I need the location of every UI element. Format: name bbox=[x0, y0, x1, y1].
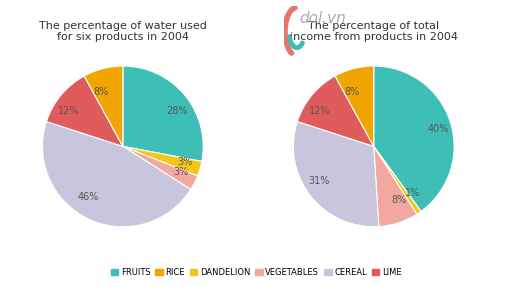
Text: 1%: 1% bbox=[406, 188, 421, 198]
Wedge shape bbox=[123, 146, 198, 189]
Wedge shape bbox=[297, 76, 374, 146]
Wedge shape bbox=[293, 121, 379, 227]
Text: 8%: 8% bbox=[94, 87, 109, 97]
Text: dol.vn: dol.vn bbox=[299, 11, 346, 26]
Wedge shape bbox=[47, 76, 123, 146]
Title: The percentage of total
income from products in 2004: The percentage of total income from prod… bbox=[290, 21, 458, 42]
Wedge shape bbox=[84, 66, 123, 146]
Text: 3%: 3% bbox=[173, 167, 188, 177]
Wedge shape bbox=[374, 146, 417, 226]
Legend: FRUITS, RICE, DANDELION, VEGETABLES, CEREAL, LIME: FRUITS, RICE, DANDELION, VEGETABLES, CER… bbox=[108, 264, 404, 280]
Title: The percentage of water used
for six products in 2004: The percentage of water used for six pro… bbox=[39, 21, 207, 42]
Wedge shape bbox=[123, 146, 202, 176]
Text: 28%: 28% bbox=[166, 106, 188, 115]
Wedge shape bbox=[374, 66, 454, 212]
Text: 3%: 3% bbox=[177, 157, 192, 167]
Text: 46%: 46% bbox=[77, 192, 99, 202]
Text: 8%: 8% bbox=[391, 195, 407, 205]
Text: 31%: 31% bbox=[308, 176, 329, 186]
Text: 8%: 8% bbox=[345, 87, 360, 97]
Wedge shape bbox=[335, 66, 374, 146]
Wedge shape bbox=[374, 146, 421, 214]
Wedge shape bbox=[42, 121, 191, 227]
Wedge shape bbox=[123, 66, 203, 161]
Text: 40%: 40% bbox=[427, 124, 449, 134]
Text: 12%: 12% bbox=[58, 106, 79, 115]
Text: 12%: 12% bbox=[309, 106, 330, 115]
